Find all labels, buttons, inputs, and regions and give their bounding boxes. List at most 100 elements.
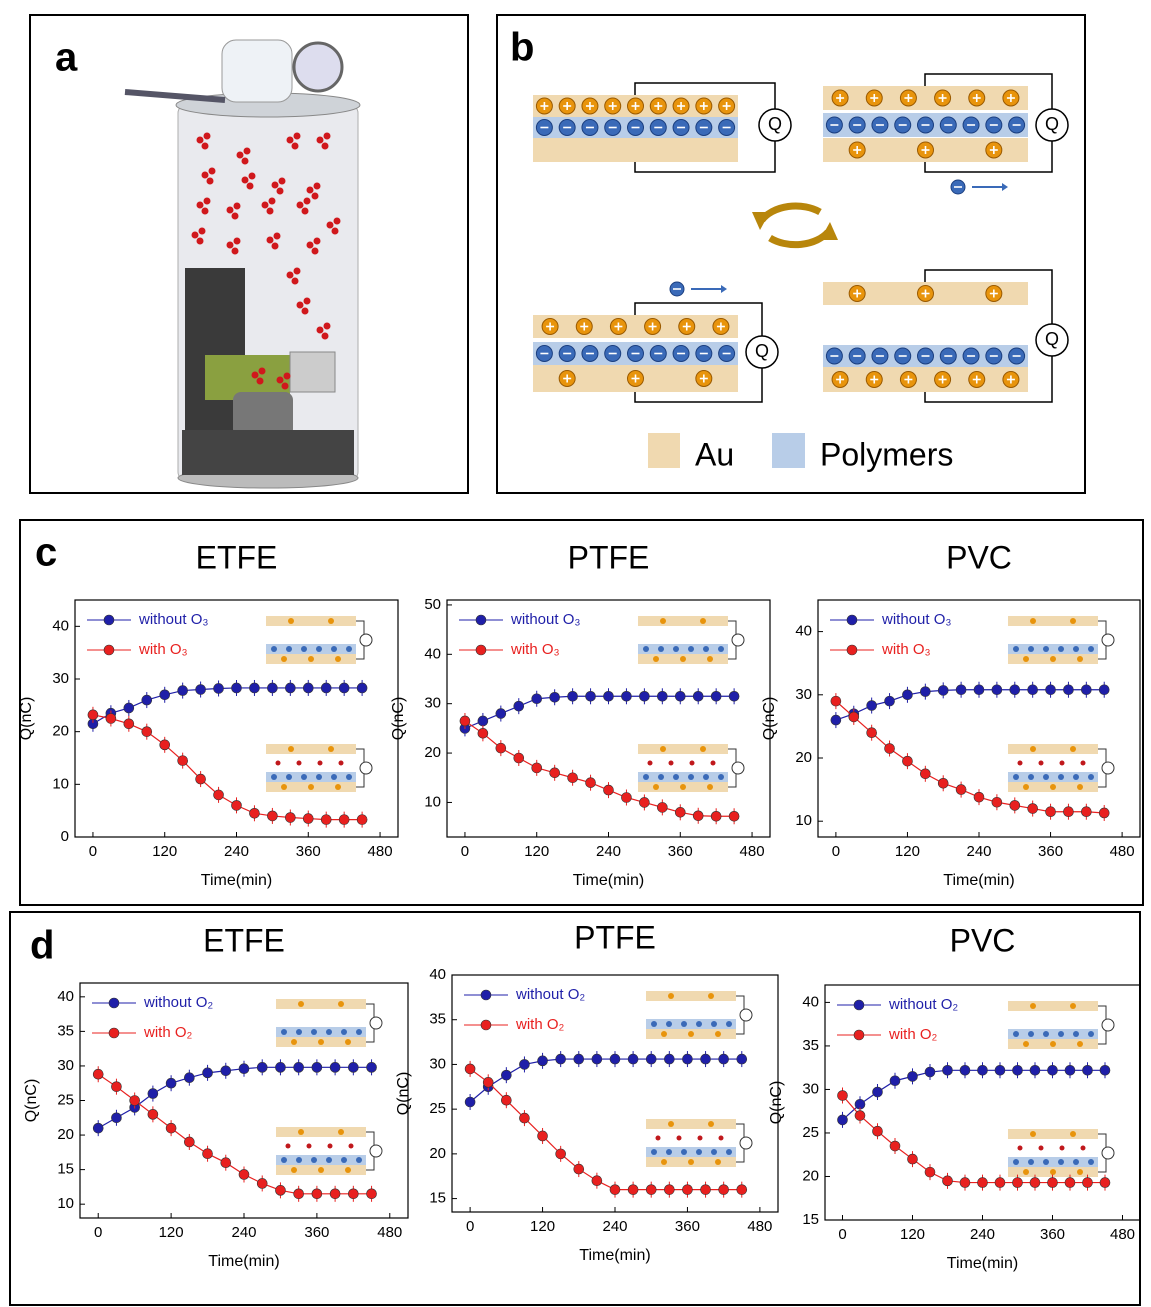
circuit-wire — [634, 82, 776, 173]
inset-charge — [291, 1167, 297, 1173]
data-point — [889, 1140, 901, 1152]
data-point — [147, 1109, 159, 1120]
cycle-arrow — [768, 229, 831, 249]
inset-charge — [726, 1149, 732, 1155]
data-point — [459, 715, 471, 727]
data-point — [165, 1077, 177, 1089]
inset-charge — [653, 656, 659, 662]
inset-charge — [1043, 1031, 1049, 1037]
y-axis-label: Q(nC) — [761, 697, 778, 741]
inset-layer — [266, 744, 356, 754]
data-point — [256, 1178, 268, 1189]
data-point — [285, 812, 296, 823]
cycle-arrow — [759, 202, 822, 223]
data-point — [991, 684, 1003, 696]
inset-charge — [1028, 646, 1034, 652]
legend-swatch — [648, 433, 680, 468]
y-tick-label: 10 — [52, 775, 69, 792]
inset-charge — [346, 774, 352, 780]
inset-layer — [638, 644, 728, 654]
charge-meter — [1035, 323, 1069, 357]
data-point — [710, 690, 722, 702]
y-tick-label: 20 — [52, 723, 69, 740]
plot-frame — [79, 982, 409, 1219]
inset-charge — [660, 618, 666, 624]
inset-charge — [1070, 1003, 1076, 1009]
data-point — [674, 690, 686, 702]
molecule-atom — [233, 202, 241, 210]
y-tick-label: 10 — [795, 812, 812, 829]
chart-title: PTFE — [574, 919, 656, 955]
molecule-atom — [311, 247, 319, 255]
inset-charge — [1070, 618, 1076, 624]
molecule-atom — [276, 187, 284, 195]
panel-c-frame — [19, 519, 1144, 906]
inset-charge — [298, 1001, 304, 1007]
x-tick-label: 240 — [224, 843, 249, 860]
inset-charge — [318, 1167, 324, 1173]
legend-label: Au — [695, 436, 734, 472]
data-point — [1082, 1064, 1093, 1076]
inset-charge — [661, 1159, 667, 1165]
gold-layer — [823, 367, 1028, 392]
molecule-atom — [306, 186, 314, 194]
data-point — [519, 1059, 530, 1070]
data-point — [275, 1062, 286, 1073]
data-point — [537, 1055, 548, 1067]
legend-marker — [103, 644, 115, 656]
data-point — [736, 1184, 748, 1195]
data-point — [202, 1067, 213, 1079]
series-line — [97, 1073, 372, 1195]
data-point — [710, 810, 722, 822]
x-axis-label: Time(min) — [579, 1247, 650, 1264]
inset-charge — [1043, 774, 1049, 780]
data-point — [728, 690, 740, 702]
x-tick-label: 360 — [1040, 1226, 1065, 1243]
inset-charge — [1058, 1159, 1064, 1165]
x-tick-label: 240 — [966, 843, 991, 860]
data-point — [977, 1177, 988, 1188]
inset-layer — [266, 616, 356, 626]
molecule-atom — [241, 176, 249, 184]
panel-label: d — [30, 924, 54, 968]
data-point — [338, 682, 350, 694]
data-point — [639, 797, 650, 808]
plot-frame — [451, 974, 779, 1213]
legend-marker — [853, 999, 865, 1011]
series-line — [92, 687, 363, 725]
data-point — [123, 718, 135, 730]
data-point — [177, 685, 188, 696]
data-point — [549, 691, 560, 703]
x-tick-label: 120 — [900, 1226, 925, 1243]
data-point — [477, 728, 489, 739]
x-tick-label: 480 — [377, 1224, 402, 1241]
data-point — [627, 1053, 639, 1065]
data-point — [195, 773, 206, 785]
y-tick-label: 20 — [429, 1145, 446, 1162]
y-tick-label: 20 — [57, 1126, 74, 1143]
data-point — [1063, 806, 1074, 818]
inset-layer — [1008, 772, 1098, 782]
data-point — [609, 1053, 621, 1065]
inset-charge — [288, 618, 294, 624]
chart-title: ETFE — [203, 922, 285, 958]
data-point — [302, 813, 314, 824]
inset-layer — [646, 991, 736, 1001]
inset-charge — [715, 1159, 721, 1165]
molecule-atom — [226, 241, 234, 249]
inset-charge — [688, 774, 694, 780]
series-line — [469, 1068, 742, 1191]
y-tick-label: 0 — [61, 828, 69, 845]
inset-meter — [1101, 1018, 1115, 1032]
data-point — [495, 708, 507, 719]
molecule-atom — [198, 227, 206, 235]
data-point — [1045, 684, 1056, 696]
inset-charge — [1073, 1159, 1079, 1165]
legend-label: without O₃ — [138, 611, 208, 628]
inset-layer — [638, 616, 728, 626]
legend-marker — [480, 989, 492, 1001]
data-point — [866, 727, 877, 739]
inset-charge — [281, 656, 287, 662]
data-point — [531, 693, 543, 705]
legend-marker — [480, 1019, 492, 1031]
